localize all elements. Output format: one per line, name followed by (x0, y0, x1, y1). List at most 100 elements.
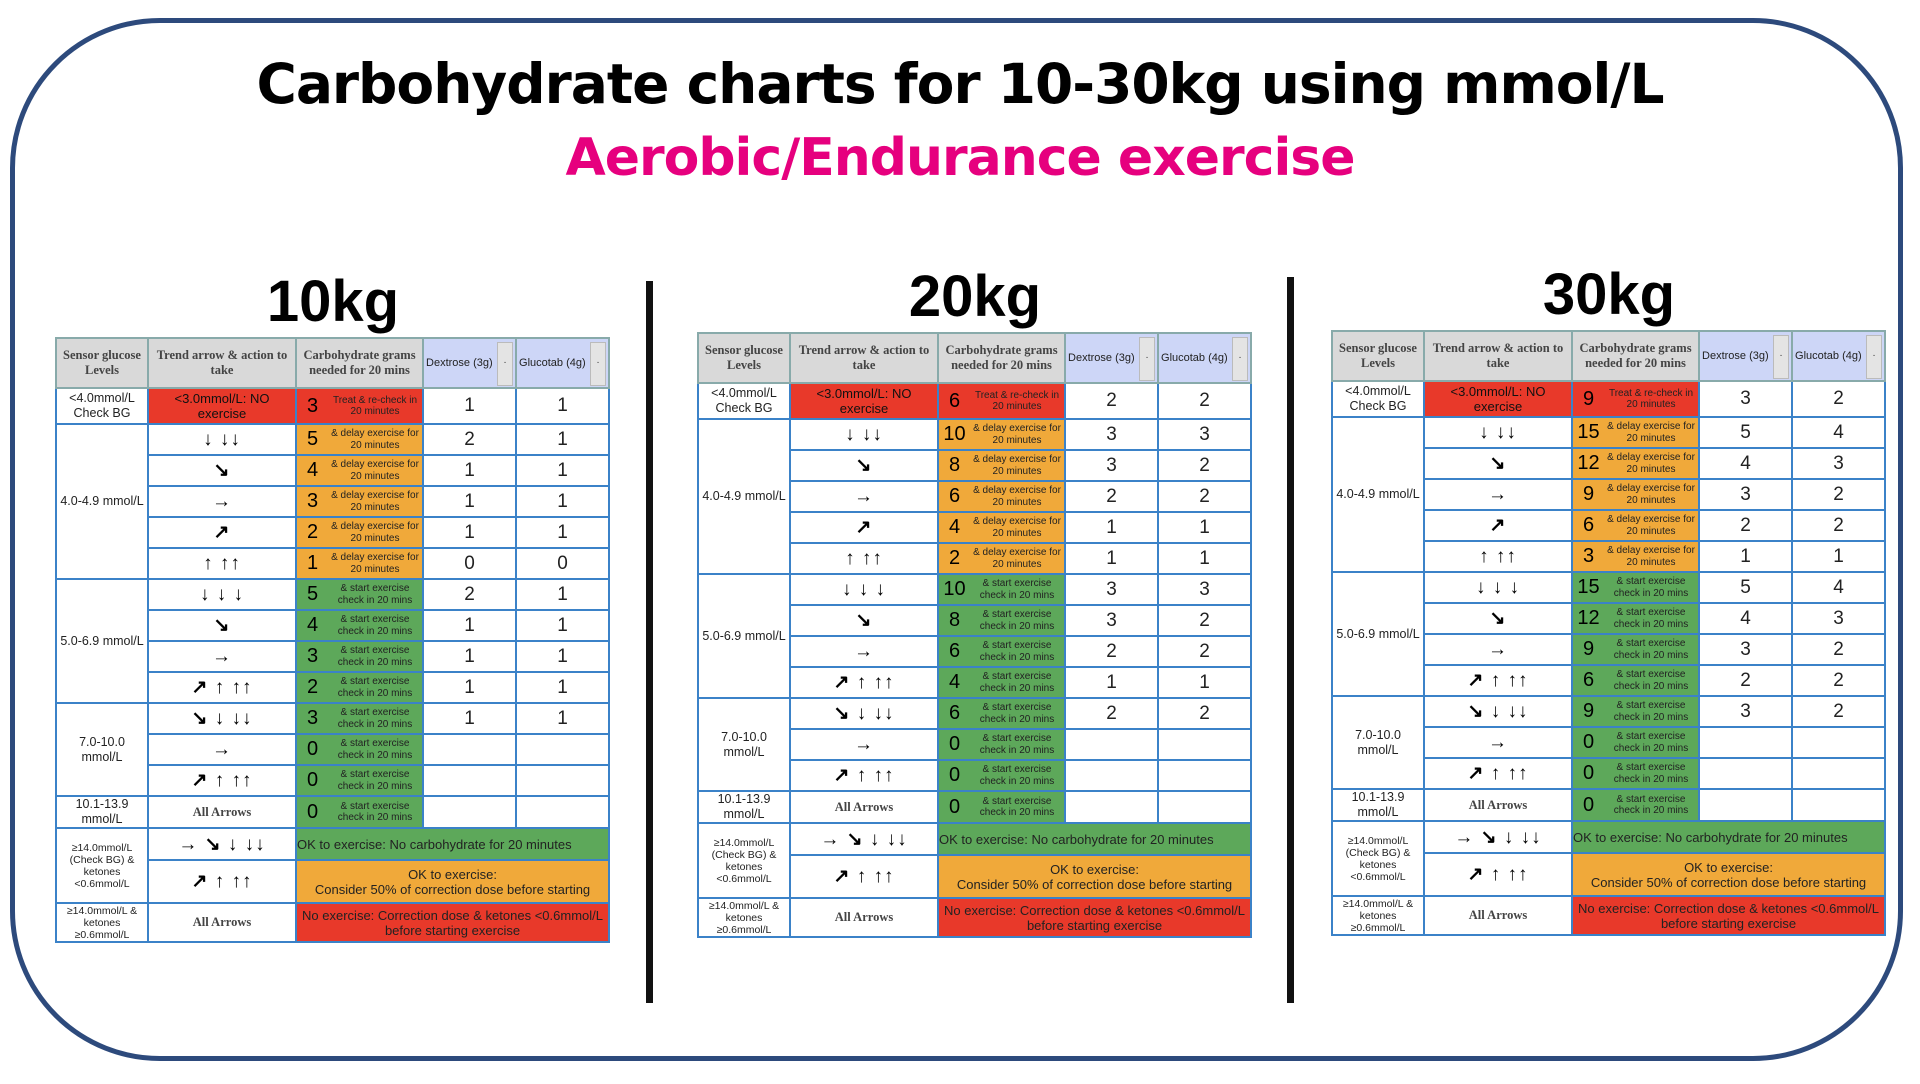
table-row: ↘ 8 & delay exercise for 20 minutes 3 2 (698, 449, 1253, 482)
glucotab-value: 1 (1157, 511, 1253, 544)
table-row: ↗ ↑ ↑↑ 0 & start exercise check in 20 mins (1332, 757, 1887, 790)
carb-grams-value: 9 (1571, 633, 1604, 666)
glucotab-value: 2 (1791, 509, 1887, 542)
glucose-level-cell: 4.0-4.9 mmol/L (697, 418, 791, 575)
glucotab-value (515, 795, 611, 829)
filter-dropdown-button[interactable]: · (1866, 335, 1883, 379)
carb-table: Sensor glucose Levels Trend arrow & actio… (55, 337, 611, 943)
table-row: ↗ ↑ ↑↑ 6 & start exercise check in 20 mins… (1332, 664, 1887, 697)
filter-dropdown-button[interactable]: · (1773, 335, 1790, 379)
table-row: ↘ 12 & start exercise check in 20 mins 4 3 (1332, 602, 1887, 635)
action-text: & start exercise check in 20 mins (328, 702, 425, 735)
carb-grams-value: 12 (1571, 447, 1604, 480)
carb-grams-value: 1 (295, 547, 328, 580)
carb-grams-value: 3 (295, 640, 328, 673)
dextrose-value: 2 (1698, 664, 1794, 697)
chart-weight-heading: 30kg (1542, 262, 1676, 327)
action-text: & start exercise check in 20 mins (970, 759, 1067, 792)
glucose-level-cell: 10.1-13.9 mmol/L (55, 795, 149, 829)
glucose-level-cell: <4.0mmol/L Check BG (1331, 380, 1425, 418)
table-header-row: Sensor glucose Levels Trend arrow & actio… (55, 337, 611, 389)
carb-grams-value: 0 (1571, 757, 1604, 790)
filter-dropdown-button[interactable]: · (1139, 337, 1156, 381)
trend-arrow-cell: → (789, 728, 939, 761)
table-row: → 6 & start exercise check in 20 mins 2 2 (698, 635, 1253, 668)
table-row: ↗ 2 & delay exercise for 20 minutes 1 1 (56, 516, 611, 549)
high-glucose-row: ↗ ↑ ↑↑ OK to exercise: Consider 50% of co… (56, 859, 611, 904)
dextrose-value (1064, 759, 1160, 792)
glucotab-value: 1 (515, 640, 611, 673)
dextrose-value: 2 (422, 423, 518, 456)
carb-grams-value: 0 (1571, 788, 1604, 822)
trend-arrow-cell: ↓ ↓↓ (789, 418, 939, 451)
trend-arrow-cell: ↘ ↓ ↓↓ (147, 702, 297, 735)
table-row: ↘ 4 & delay exercise for 20 minutes 1 1 (56, 454, 611, 487)
header-carbohydrate: Carbohydrate grams needed for 20 mins (936, 332, 1067, 384)
action-text: & start exercise check in 20 mins (328, 733, 425, 766)
glucotab-value (515, 733, 611, 766)
glucotab-value: 1 (515, 516, 611, 549)
filter-dropdown-button[interactable]: · (1232, 337, 1249, 381)
high-glucose-row: ↗ ↑ ↑↑ OK to exercise: Consider 50% of co… (1332, 852, 1887, 897)
glucotab-value (1157, 759, 1253, 792)
carb-grams-value: 12 (1571, 602, 1604, 635)
carb-grams-value: 4 (937, 666, 970, 699)
dextrose-value: 4 (1698, 447, 1794, 480)
trend-arrow-cell: ↓ ↓ ↓ (789, 573, 939, 606)
filter-dropdown-button[interactable]: · (590, 342, 607, 386)
action-text: & start exercise check in 20 mins (1604, 633, 1701, 666)
action-text: & start exercise check in 20 mins (1604, 695, 1701, 728)
trend-arrow-cell: → (1423, 633, 1573, 666)
carb-grams-value: 4 (295, 454, 328, 487)
glucotab-value: 3 (1157, 418, 1253, 451)
table-row: → 3 & delay exercise for 20 minutes 1 1 (56, 485, 611, 518)
divider (646, 281, 653, 1003)
trend-arrow-cell: ↗ ↑ ↑↑ (1423, 664, 1573, 697)
exercise-message: No exercise: Correction dose & ketones <… (294, 902, 611, 943)
carb-grams-value: 6 (937, 382, 970, 420)
dextrose-value: 2 (1064, 382, 1160, 420)
dextrose-value: 1 (422, 387, 518, 425)
action-text: & delay exercise for 20 minutes (1604, 478, 1701, 511)
dextrose-value: 1 (422, 640, 518, 673)
trend-arrow-cell: ↑ ↑↑ (1423, 540, 1573, 573)
dextrose-value: 3 (1698, 380, 1794, 418)
dextrose-value: 1 (422, 454, 518, 487)
dextrose-value: 3 (1064, 418, 1160, 451)
table-row: 5.0-6.9 mmol/L ↓ ↓ ↓ 10 & start exercise ch… (697, 573, 1253, 699)
trend-arrow-cell: All Arrows (147, 902, 297, 943)
carb-grams-value: 10 (937, 573, 970, 606)
exercise-message: OK to exercise: Consider 50% of correcti… (1570, 852, 1887, 897)
action-text: & delay exercise for 20 minutes (1604, 540, 1701, 573)
glucotab-value: 2 (1791, 695, 1887, 728)
dextrose-value: 2 (1698, 509, 1794, 542)
high-glucose-row: ≥14.0mmol/L & ketones ≥0.6mmol/L All Arro… (55, 902, 611, 943)
high-glucose-row: ≥14.0mmol/L (Check BG) & ketones <0.6mmo… (55, 827, 611, 904)
glucose-level-cell: ≥14.0mmol/L & ketones ≥0.6mmol/L (697, 897, 791, 938)
table-row: 10.1-13.9 mmol/L All Arrows 0 & start exerc… (697, 790, 1253, 824)
glucotab-value: 2 (1157, 604, 1253, 637)
dextrose-value: 1 (1064, 542, 1160, 575)
trend-arrow-cell: ↗ (1423, 509, 1573, 542)
action-text: Treat & re-check in 20 minutes (970, 382, 1067, 420)
carb-grams-value: 3 (295, 387, 328, 425)
glucotab-value (1791, 757, 1887, 790)
dextrose-value: 5 (1698, 571, 1794, 604)
carb-grams-value: 2 (295, 671, 328, 704)
action-text: & delay exercise for 20 minutes (328, 423, 425, 456)
carb-grams-value: 0 (295, 795, 328, 829)
action-text: & start exercise check in 20 mins (970, 573, 1067, 606)
trend-arrow-cell: ↗ ↑ ↑↑ (789, 759, 939, 792)
action-text: & start exercise check in 20 mins (1604, 571, 1701, 604)
dextrose-value (1064, 790, 1160, 824)
filter-dropdown-button[interactable]: · (497, 342, 514, 386)
glucotab-value: 1 (515, 454, 611, 487)
table-row: ↗ 4 & delay exercise for 20 minutes 1 1 (698, 511, 1253, 544)
table-row: ↗ ↑ ↑↑ 4 & start exercise check in 20 mins… (698, 666, 1253, 699)
carb-grams-value: 9 (1571, 695, 1604, 728)
table-row: 10.1-13.9 mmol/L All Arrows 0 & start exerc… (1331, 788, 1887, 822)
rounded-frame (10, 18, 1903, 1061)
trend-arrow-cell: ↓ ↓ ↓ (1423, 571, 1573, 604)
carb-grams-value: 2 (295, 516, 328, 549)
table-row: → 9 & start exercise check in 20 mins 3 2 (1332, 633, 1887, 666)
